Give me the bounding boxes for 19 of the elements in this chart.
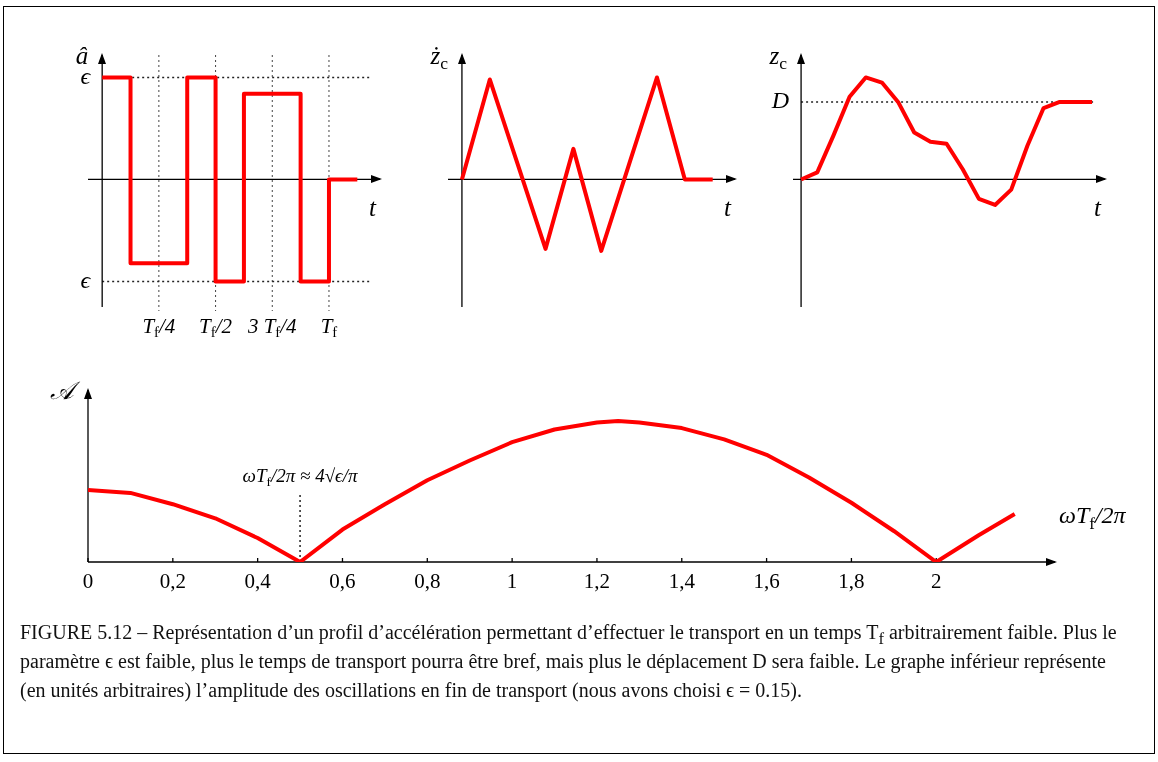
y-axis-title: â [75, 41, 89, 69]
x-tick-label: 1,2 [583, 568, 611, 593]
x-tick-label: 1 [506, 568, 518, 593]
x-tick-label: 1,4 [668, 568, 696, 593]
x-tick-label: 2 [931, 568, 942, 593]
caption: FIGURE 5.12 – Représentation d’un profil d’accélération permettant d’effectuer le transport en un temps T$_{f}$ arbitrairement faible. Plus le paramètre ϵ est faible, plus le temps de transport pourra être bref, mais plus le déplacement D sera faible. Le graphe inférieur représente (en unités arbitraires) l’amplitude des oscillations en fin de transport (nous avons choisi ϵ = 0.15). [20, 620, 1118, 704]
x-tick-label: 0 [82, 568, 94, 593]
x-axis-title: t [724, 194, 733, 222]
x-tick-label: 1,8 [838, 568, 865, 593]
ref-line-label: ϵ [80, 266, 92, 293]
x-axis-title: t [369, 194, 378, 222]
x-tick-label: 0,8 [414, 568, 441, 593]
x-tick-label: 1,6 [753, 568, 780, 593]
x-tick-label: 0,6 [329, 568, 356, 593]
x-tick-label: 0,4 [244, 568, 272, 593]
y-axis-title: 𝒜 [50, 376, 81, 404]
x-tick-label: 0,2 [159, 568, 186, 593]
x-axis-title: t [1094, 194, 1103, 222]
ref-line-label: D [770, 87, 790, 114]
